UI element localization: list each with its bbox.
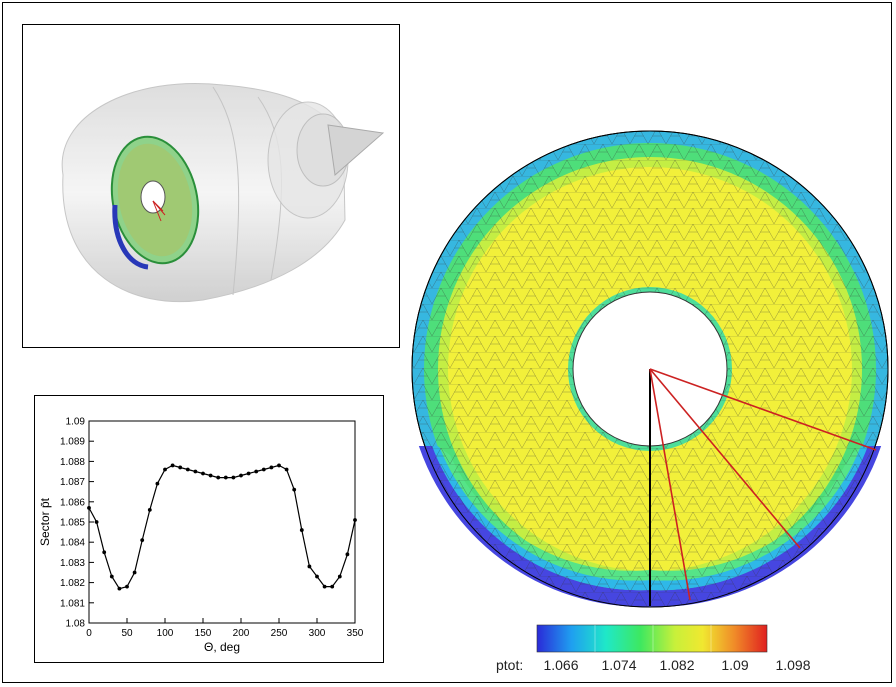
data-point <box>269 465 274 470</box>
data-point <box>147 507 152 512</box>
sector-pressure-chart-panel: 1.08 1.081 1.082 1.083 1.084 1.085 1.086 1.087 1… <box>34 395 384 663</box>
data-point <box>125 584 129 589</box>
data-point <box>277 463 281 468</box>
data-point <box>261 467 266 472</box>
y-axis-ticks: 1.08 1.081 1.082 1.083 1.084 1.085 1.086 1.087 1… <box>60 417 94 630</box>
x-axis-ticks: 0 50 100 150 200 250 300 350 <box>86 618 364 639</box>
data-point <box>163 467 167 472</box>
data-point <box>246 471 251 476</box>
y-axis-label: Sector p̄t <box>38 497 52 546</box>
data-point <box>109 574 114 579</box>
y-tick-label: 1.088 <box>60 457 85 468</box>
data-point <box>208 473 213 478</box>
sector-line <box>649 368 691 601</box>
data-point <box>223 475 228 480</box>
x-tick-label: 350 <box>347 628 364 639</box>
data-point <box>140 538 145 543</box>
data-points <box>87 463 357 591</box>
data-point <box>345 552 350 557</box>
x-tick-label: 50 <box>121 628 133 639</box>
data-point <box>231 475 236 480</box>
engine-render <box>61 83 385 303</box>
y-tick-label: 1.09 <box>66 417 86 428</box>
y-tick-label: 1.08 <box>66 619 86 630</box>
data-point <box>254 469 259 474</box>
engine-render-panel <box>22 24 400 348</box>
data-point <box>307 564 312 569</box>
data-point <box>216 475 221 480</box>
x-tick-label: 300 <box>309 628 326 639</box>
data-point <box>94 520 99 524</box>
y-tick-label: 1.081 <box>60 598 85 609</box>
data-point <box>87 505 91 510</box>
data-point <box>315 574 319 579</box>
data-point <box>193 469 198 474</box>
y-tick-label: 1.084 <box>60 538 85 549</box>
data-point <box>170 463 175 468</box>
x-tick-label: 200 <box>233 628 250 639</box>
y-tick-label: 1.082 <box>60 578 85 589</box>
sector-line <box>649 368 801 549</box>
data-point <box>117 586 122 591</box>
sector-line <box>649 368 877 451</box>
data-point <box>185 467 190 472</box>
x-axis-label: Θ, deg <box>204 640 240 654</box>
x-tick-label: 100 <box>157 628 174 639</box>
data-point <box>337 574 342 579</box>
y-tick-label: 1.087 <box>60 477 85 488</box>
x-tick-label: 150 <box>195 628 212 639</box>
x-tick-label: 0 <box>86 628 92 639</box>
data-point <box>284 467 289 472</box>
y-tick-label: 1.083 <box>60 558 85 569</box>
sector-pressure-line <box>88 464 356 590</box>
data-point <box>155 481 160 486</box>
data-point <box>353 518 357 522</box>
x-tick-label: 250 <box>271 628 288 639</box>
data-point <box>178 465 183 470</box>
data-point <box>292 487 297 492</box>
data-point <box>330 584 335 589</box>
y-tick-label: 1.085 <box>60 518 85 529</box>
y-tick-label: 1.089 <box>60 437 85 448</box>
data-point <box>201 471 205 476</box>
sector-pressure-chart: 1.08 1.081 1.082 1.083 1.084 1.085 1.086 1.087 1… <box>38 417 364 655</box>
nozzle-cone-shape <box>327 124 385 176</box>
data-point <box>132 570 137 575</box>
data-point <box>322 584 327 589</box>
y-tick-label: 1.086 <box>60 497 85 508</box>
data-point <box>239 473 243 478</box>
data-point <box>299 528 304 532</box>
data-point <box>102 550 107 555</box>
hub-hole <box>140 180 166 214</box>
